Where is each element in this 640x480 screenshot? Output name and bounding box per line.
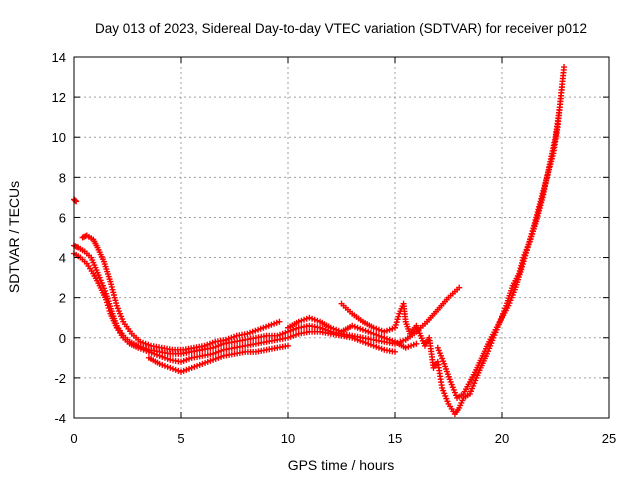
data-point <box>522 252 529 259</box>
data-point <box>526 239 533 246</box>
data-point <box>413 340 420 347</box>
data-point <box>105 305 112 312</box>
y-tick-label: 2 <box>59 291 66 306</box>
y-ticks: -4 -2 0 2 4 6 8 10 12 14 <box>52 50 609 426</box>
data-point <box>521 255 528 262</box>
data-point <box>103 299 110 306</box>
data-point <box>519 263 526 270</box>
data-point <box>285 342 291 349</box>
data-point <box>523 250 530 257</box>
grid <box>74 57 609 418</box>
series-main-trace-d <box>145 342 291 375</box>
data-point <box>519 261 526 268</box>
data-point <box>276 318 283 325</box>
chart-title: Day 013 of 2023, Sidereal Day-to-day VTE… <box>95 21 587 36</box>
series-outlier <box>71 196 80 205</box>
data-point <box>527 236 534 243</box>
data-point <box>104 302 111 309</box>
y-tick-label: 14 <box>52 50 66 65</box>
data-point <box>518 266 525 273</box>
series-late-trace <box>434 84 565 401</box>
series-spike-trace <box>338 64 568 417</box>
data-point <box>530 225 537 232</box>
data-point <box>525 241 532 248</box>
data-point <box>395 313 402 320</box>
data-point <box>393 319 400 326</box>
data-point <box>520 258 527 265</box>
data-point <box>392 324 398 331</box>
data-point <box>394 316 401 323</box>
data-points <box>71 64 568 417</box>
y-axis-label: SDTVAR / TECUs <box>6 181 22 293</box>
data-point <box>392 321 399 328</box>
data-point <box>561 64 568 71</box>
data-point <box>392 348 398 355</box>
data-point <box>106 307 113 314</box>
data-point <box>527 233 534 240</box>
data-point <box>103 296 110 303</box>
x-tick-label: 10 <box>281 431 295 446</box>
data-point <box>524 244 531 251</box>
series-main-trace-c <box>79 232 283 353</box>
y-tick-label: 0 <box>59 331 66 346</box>
data-point <box>528 230 535 237</box>
y-tick-label: 4 <box>59 251 66 266</box>
y-tick-label: 6 <box>59 210 66 225</box>
data-point <box>523 247 530 254</box>
y-tick-label: 10 <box>52 130 66 145</box>
y-tick-label: 8 <box>59 170 66 185</box>
data-point <box>558 84 565 91</box>
series-main-trace-b <box>71 250 398 365</box>
x-ticks: 0 5 10 15 20 25 <box>70 57 616 446</box>
y-tick-label: -4 <box>54 411 66 426</box>
x-tick-label: 0 <box>70 431 77 446</box>
data-point <box>456 284 463 291</box>
x-axis-label: GPS time / hours <box>288 457 395 473</box>
x-tick-label: 20 <box>495 431 509 446</box>
data-point <box>529 227 536 234</box>
plot-frame <box>73 56 610 419</box>
x-tick-label: 5 <box>177 431 184 446</box>
y-tick-label: -2 <box>54 371 66 386</box>
y-tick-label: 12 <box>52 90 66 105</box>
x-tick-label: 25 <box>602 431 616 446</box>
x-tick-label: 15 <box>388 431 402 446</box>
series-main-trace-e <box>285 314 420 351</box>
